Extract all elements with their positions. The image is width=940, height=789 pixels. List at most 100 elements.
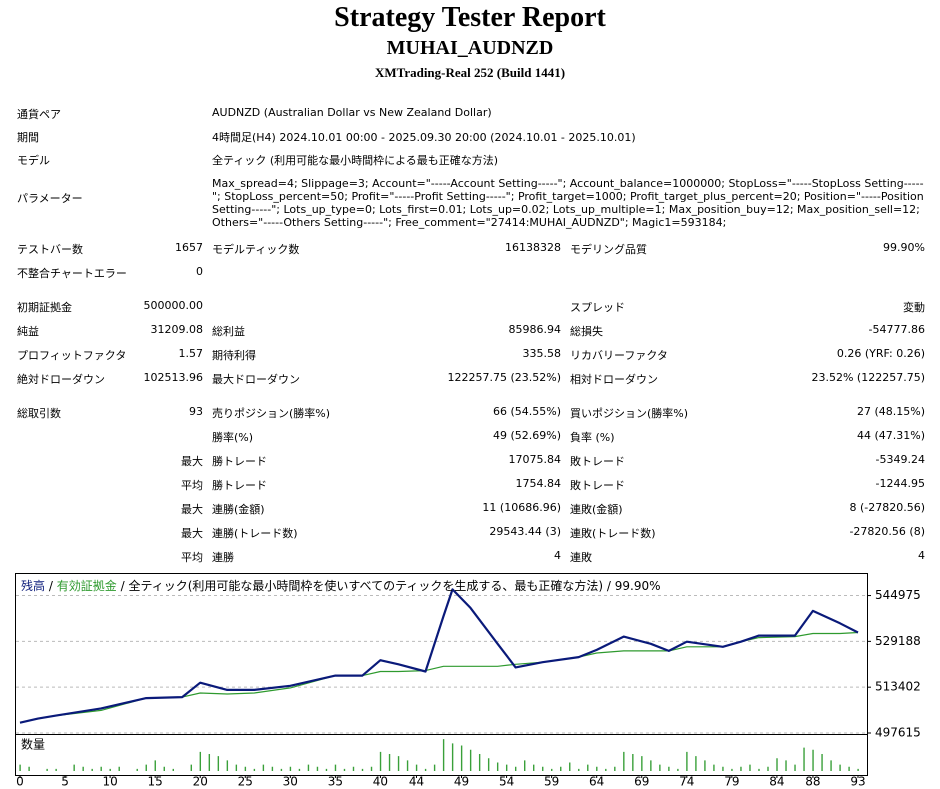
volume-bar	[325, 768, 328, 771]
stat-label: 連敗	[570, 551, 592, 564]
stat-value: 122257.75 (23.52%)	[447, 371, 561, 384]
legend-equity: 有効証拠金	[56, 579, 117, 593]
stat-value: 93	[189, 405, 203, 418]
x-tick-label: 49	[454, 775, 469, 789]
x-tick-label: 5	[61, 775, 69, 789]
legend-balance: 残高	[21, 579, 46, 593]
x-tick-label: 0	[16, 775, 24, 789]
volume-bar	[632, 754, 634, 771]
volume-bar	[163, 766, 165, 771]
x-tick-label: 10	[102, 775, 117, 789]
stat-label: 敗トレード	[570, 455, 625, 468]
stat-label: 総利益	[212, 325, 245, 338]
volume-bar	[46, 768, 48, 771]
stat-label: 純益	[17, 325, 39, 338]
volume-bar	[641, 756, 643, 771]
stat-value: 27 (48.15%)	[856, 405, 925, 418]
legend-separator: /	[48, 579, 53, 593]
volume-bar	[433, 764, 436, 771]
stat-label: 期待利得	[212, 349, 256, 362]
volume-bar	[785, 760, 787, 771]
volume-bar	[442, 739, 445, 771]
volume-bar	[524, 760, 526, 771]
volume-bar	[713, 764, 715, 771]
volume-bar	[587, 764, 589, 771]
volume-bar	[614, 766, 616, 771]
volume-bar	[830, 760, 832, 771]
volume-bar	[19, 764, 21, 771]
volume-bar	[397, 756, 400, 771]
stat-label: 相対ドローダウン	[570, 373, 658, 386]
x-tick-label: 54	[499, 775, 514, 789]
volume-bar	[424, 768, 427, 771]
chart-frame	[15, 573, 868, 776]
volume-bar	[542, 766, 544, 771]
stat-value: 17075.84	[508, 453, 562, 466]
volume-bar	[848, 766, 850, 771]
volume-bar	[271, 766, 274, 771]
stat-label: 勝トレード	[212, 479, 267, 492]
info-label: パラメーター	[17, 192, 83, 205]
volume-bar	[605, 768, 607, 771]
volume-bar	[451, 743, 454, 771]
volume-bar	[388, 754, 391, 771]
volume-bar	[289, 766, 292, 771]
info-label: モデル	[17, 154, 50, 167]
x-tick-label: 79	[724, 775, 739, 789]
info-label: 通貨ペア	[17, 108, 61, 121]
report-build: XMTrading-Real 252 (Build 1441)	[374, 65, 566, 80]
stat-value: 最大	[181, 527, 203, 540]
stat-value: 4	[554, 549, 561, 562]
stat-label: 負率 (%)	[570, 431, 615, 444]
volume-bar	[794, 764, 796, 771]
x-tick-label: 74	[679, 775, 694, 789]
volume-bar	[487, 758, 490, 771]
stat-value: 31209.08	[150, 323, 204, 336]
volume-bar	[578, 768, 580, 771]
stat-value: 335.58	[522, 347, 562, 360]
volume-bar	[740, 766, 742, 771]
stat-value: 29543.44 (3)	[489, 525, 561, 538]
stat-value: 平均	[181, 551, 203, 564]
volume-bar	[551, 768, 553, 771]
volume-bar	[361, 768, 364, 771]
stat-label: 連敗(金額)	[570, 503, 623, 516]
volume-bar	[505, 764, 508, 771]
volume-bar	[758, 768, 760, 771]
stat-label: 連勝	[212, 551, 234, 564]
stat-label: 連敗(トレード数)	[570, 527, 656, 540]
volume-bar	[343, 768, 346, 771]
volume-bar	[668, 766, 670, 771]
stat-value: 49 (52.69%)	[492, 429, 561, 442]
report-subtitle: MUHAI_AUDNZD	[386, 37, 554, 59]
volume-bar	[677, 768, 679, 771]
stat-label: テストバー数	[17, 243, 83, 256]
stat-label: 連勝(トレード数)	[212, 527, 298, 540]
stat-value: -54777.86	[868, 323, 925, 336]
stat-label: 買いポジション(勝率%)	[570, 407, 689, 420]
legend-note: 全ティック(利用可能な最小時間枠を使いすべてのティックを生成する、最も正確な方法…	[128, 579, 604, 593]
volume-bar	[154, 760, 156, 771]
stat-value: 66 (54.55%)	[492, 405, 561, 418]
volume-bar	[623, 751, 625, 771]
volume-bar	[298, 768, 301, 771]
balance-line	[19, 588, 859, 724]
legend-quality: 99.90%	[614, 579, 661, 593]
legend-separator: /	[120, 579, 125, 593]
volume-bar	[145, 764, 147, 771]
volume-bar	[569, 762, 571, 771]
x-tick-label: 15	[148, 775, 163, 789]
report-title: Strategy Tester Report	[334, 2, 606, 33]
x-tick-label: 84	[769, 775, 784, 789]
volume-bar	[217, 756, 220, 771]
volume-bar	[172, 768, 174, 771]
stat-value: 平均	[181, 479, 203, 492]
stat-value: 最大	[181, 455, 203, 468]
volume-bar	[370, 766, 373, 771]
volume-bar	[803, 747, 805, 771]
volume-bar	[262, 764, 265, 771]
stat-value: 11 (10686.96)	[482, 501, 561, 514]
x-tick-label: 59	[544, 775, 559, 789]
volume-bar	[244, 766, 247, 771]
volume-bar	[235, 764, 238, 771]
